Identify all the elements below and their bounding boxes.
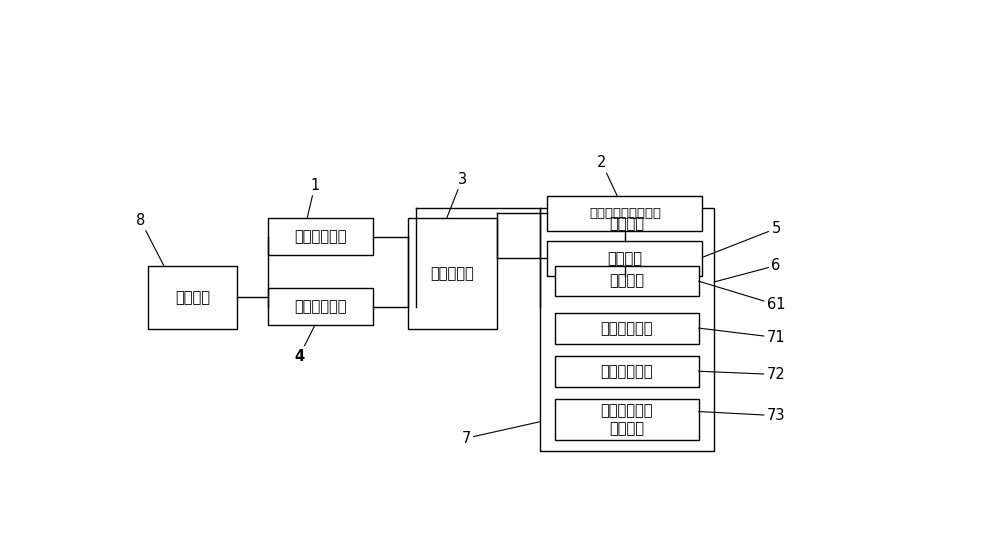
Text: 区间控制值分析模块: 区间控制值分析模块 <box>589 207 661 219</box>
Text: 水文监测设备: 水文监测设备 <box>601 364 653 379</box>
Text: 电站机组过流
监测设备: 电站机组过流 监测设备 <box>601 404 653 436</box>
Text: 6: 6 <box>714 258 781 282</box>
Text: 1: 1 <box>307 178 320 218</box>
FancyBboxPatch shape <box>268 218 373 255</box>
FancyBboxPatch shape <box>268 288 373 325</box>
FancyBboxPatch shape <box>148 265 237 329</box>
FancyBboxPatch shape <box>540 208 714 451</box>
FancyBboxPatch shape <box>547 241 702 276</box>
Text: 水务实时模块: 水务实时模块 <box>294 299 347 314</box>
Text: 2: 2 <box>597 155 617 195</box>
Text: 校正模块: 校正模块 <box>609 216 644 231</box>
Text: 对比模块: 对比模块 <box>607 251 642 266</box>
Text: 8: 8 <box>136 213 164 265</box>
FancyBboxPatch shape <box>555 399 698 441</box>
Text: 61: 61 <box>698 281 785 312</box>
FancyBboxPatch shape <box>408 218 497 329</box>
Text: 调节模块: 调节模块 <box>609 273 644 288</box>
FancyBboxPatch shape <box>555 265 698 296</box>
Text: 7: 7 <box>461 422 540 446</box>
Text: 73: 73 <box>698 408 785 423</box>
FancyBboxPatch shape <box>555 313 698 344</box>
FancyBboxPatch shape <box>547 195 702 231</box>
Text: 5: 5 <box>702 221 781 257</box>
Text: 气象监测设备: 气象监测设备 <box>601 321 653 336</box>
Text: 3: 3 <box>447 172 467 218</box>
Text: 信息中心: 信息中心 <box>175 290 210 305</box>
Text: 71: 71 <box>698 328 785 345</box>
Text: 4: 4 <box>294 325 315 364</box>
Text: 历史数据模块: 历史数据模块 <box>294 229 347 244</box>
FancyBboxPatch shape <box>555 356 698 387</box>
Text: 数据服务器: 数据服务器 <box>431 266 474 281</box>
Text: 72: 72 <box>698 367 785 382</box>
